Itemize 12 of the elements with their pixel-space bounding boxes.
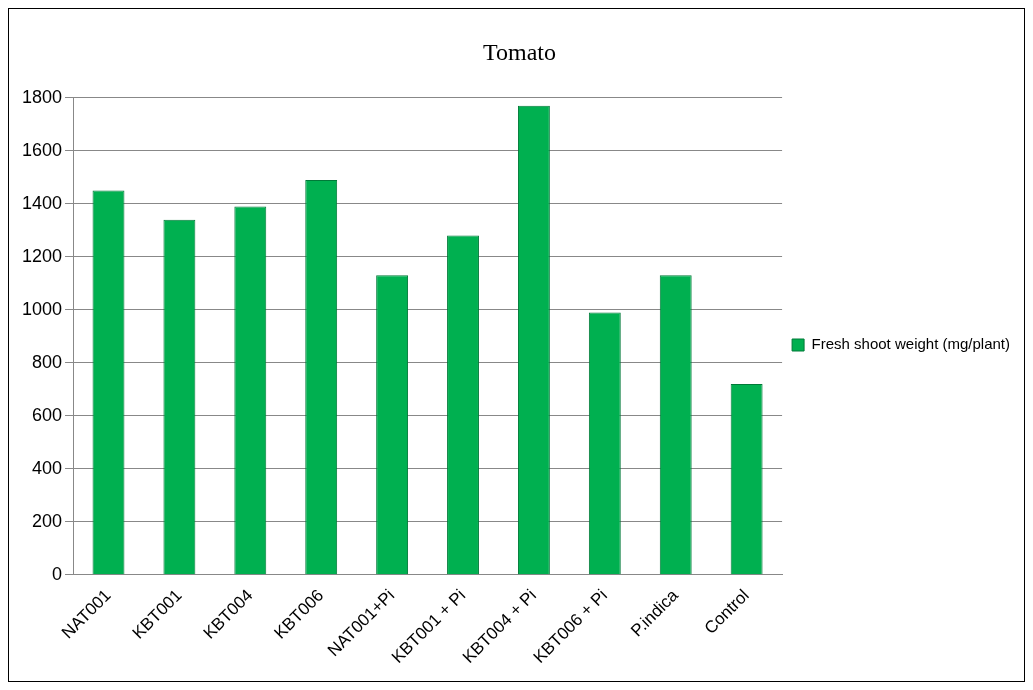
y-tick-label: 1600 [22, 139, 63, 160]
y-tick-label: 800 [32, 351, 63, 372]
y-tick-label: 600 [32, 404, 63, 425]
y-tick-label: 400 [32, 457, 63, 478]
y-tick-label: 1200 [22, 245, 63, 266]
legend-label: Fresh shoot weight (mg/plant) [811, 335, 1010, 353]
y-tick-label: 200 [32, 510, 63, 531]
y-tick-label: 0 [52, 563, 63, 584]
chart-title: Tomato [483, 38, 556, 65]
y-tick-label: 1800 [22, 86, 63, 107]
y-tick-label: 1400 [22, 192, 63, 213]
y-tick-label: 1000 [22, 298, 63, 319]
